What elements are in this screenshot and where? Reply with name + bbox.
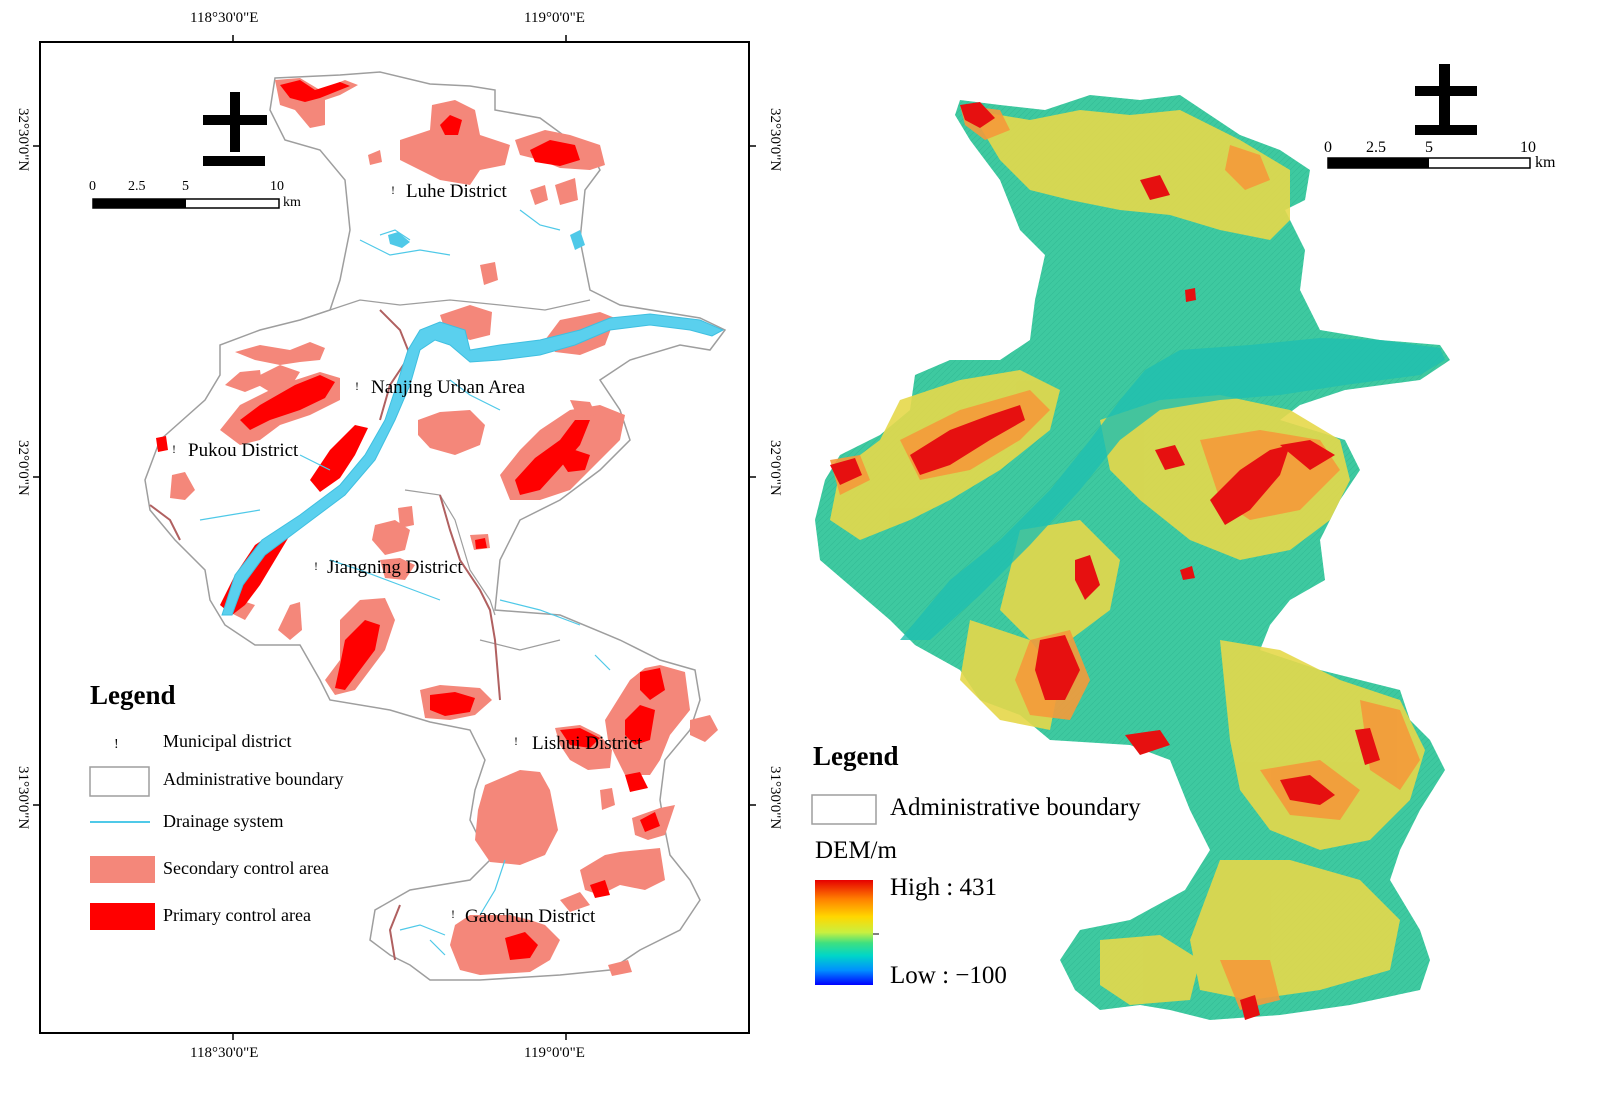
top-coord-1: 118°30'0"E: [190, 10, 259, 26]
legend-admin-right: Administrative boundary: [890, 794, 1141, 821]
scale-tick-2-5-right: 2.5: [1366, 139, 1386, 156]
frame-ticks: [33, 35, 756, 1040]
dem-river-lowland: [900, 338, 1445, 640]
legend-dem-high: High : 431: [890, 874, 997, 901]
label-pukou: Pukou District: [188, 440, 299, 461]
scale-unit: km: [283, 195, 301, 210]
municipal-district-icon: !: [114, 737, 119, 752]
svg-text:!: !: [172, 442, 176, 456]
scale-tick-2-5: 2.5: [128, 179, 146, 194]
label-urban: Nanjing Urban Area: [371, 377, 526, 398]
legend-admin: Administrative boundary: [163, 769, 344, 789]
scale-bar: [92, 198, 280, 209]
label-jiangning: Jiangning District: [327, 557, 463, 578]
north-arrow-icon: [203, 92, 267, 166]
label-luhe: Luhe District: [406, 181, 507, 202]
scale-tick-0-right: 0: [1324, 139, 1332, 156]
map-frame: [39, 41, 750, 1034]
scale-tick-10: 10: [270, 179, 284, 194]
left-map-svg: ! ! ! ! ! ! !: [33, 35, 756, 1040]
primary-swatch: [90, 903, 155, 930]
lakes: [388, 230, 585, 250]
secondary-swatch: [90, 856, 155, 883]
scale-tick-0: 0: [89, 179, 96, 194]
dem-color-ramp: [815, 880, 873, 985]
legend-title: Legend: [90, 680, 176, 710]
legend-primary: Primary control area: [163, 905, 311, 925]
scale-tick-5: 5: [182, 179, 189, 194]
legend-swatches-right: [811, 794, 879, 985]
legend-swatches: !: [89, 737, 155, 930]
legend-municipal: Municipal district: [163, 731, 292, 751]
legend-dem-label: DEM/m: [815, 837, 897, 864]
district-markers: ! ! ! ! ! !: [172, 183, 518, 921]
svg-text:!: !: [451, 907, 455, 921]
bottom-coord-2: 119°0'0"E: [524, 1045, 585, 1061]
scale-bar-right: [1327, 157, 1531, 169]
dem-map-svg: [811, 64, 1531, 1020]
scale-unit-right: km: [1535, 154, 1556, 171]
legend-drainage: Drainage system: [163, 811, 284, 831]
bottom-coord-1: 118°30'0"E: [190, 1045, 259, 1061]
svg-text:!: !: [514, 734, 518, 748]
drainage-lines: [199, 209, 611, 956]
legend-dem-low: Low : −100: [890, 962, 1007, 989]
yangtze-river: [221, 313, 725, 616]
svg-text:!: !: [355, 379, 359, 393]
legend-title-right: Legend: [813, 741, 899, 771]
north-arrow-icon-right: [1415, 64, 1477, 135]
label-gaochun: Gaochun District: [465, 906, 596, 927]
legend-secondary: Secondary control area: [163, 858, 329, 878]
admin-boundary-swatch: [89, 766, 150, 797]
district-boundaries: [329, 299, 591, 651]
admin-boundary-swatch-right: [811, 794, 877, 825]
scale-tick-10-right: 10: [1520, 139, 1536, 156]
label-lishui: Lishui District: [532, 733, 643, 754]
svg-text:!: !: [314, 559, 318, 573]
top-coord-2: 119°0'0"E: [524, 10, 585, 26]
scale-tick-5-right: 5: [1425, 139, 1433, 156]
svg-text:!: !: [391, 183, 395, 197]
dem-peaks: [830, 102, 1380, 1020]
